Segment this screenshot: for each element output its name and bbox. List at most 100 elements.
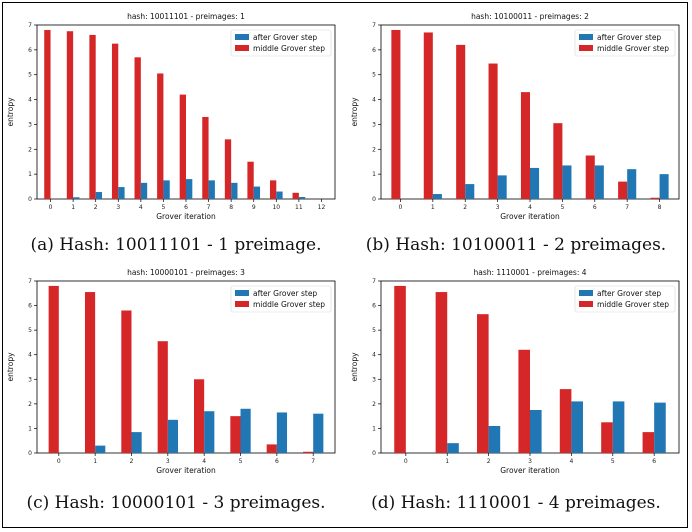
bar-after-step bbox=[497, 175, 507, 199]
bar-after-step bbox=[140, 182, 148, 199]
x-axis-label: Grover iteration bbox=[500, 466, 560, 475]
bar-middle-step bbox=[89, 34, 96, 199]
bar-after-step bbox=[530, 410, 542, 453]
y-tick-label: 0 bbox=[372, 196, 376, 203]
y-tick-label: 4 bbox=[372, 352, 376, 359]
x-tick-label: 8 bbox=[229, 204, 233, 211]
y-tick-label: 5 bbox=[372, 72, 376, 79]
x-tick-label: 0 bbox=[404, 458, 408, 465]
x-tick-label: 5 bbox=[560, 204, 564, 211]
bar-middle-step bbox=[224, 139, 232, 199]
x-tick-label: 11 bbox=[295, 204, 303, 211]
legend-swatch-middle bbox=[579, 301, 593, 307]
bar-middle-step bbox=[193, 379, 205, 453]
plot-area bbox=[36, 280, 336, 454]
x-tick-label: 0 bbox=[49, 204, 53, 211]
chart-title: hash: 10100011 - preimages: 2 bbox=[471, 12, 589, 21]
chart-title: hash: 10000101 - preimages: 3 bbox=[127, 268, 245, 277]
bar-middle-step bbox=[559, 389, 572, 453]
bar-middle-step bbox=[435, 292, 448, 453]
y-tick-label: 0 bbox=[372, 450, 376, 457]
y-tick-label: 7 bbox=[28, 278, 32, 285]
caption-a: (a) Hash: 10011101 - 1 preimage. bbox=[30, 235, 322, 255]
bar-after-step bbox=[612, 401, 625, 453]
bar-middle-step bbox=[179, 94, 186, 199]
y-tick-label: 6 bbox=[28, 47, 32, 54]
y-tick-label: 6 bbox=[372, 303, 376, 310]
bar-middle-step bbox=[520, 92, 530, 199]
legend-swatch-middle bbox=[579, 45, 593, 51]
y-tick-label: 7 bbox=[28, 22, 32, 29]
y-tick-label: 6 bbox=[372, 47, 376, 54]
x-tick-label: 1 bbox=[431, 204, 435, 211]
x-tick-label: 3 bbox=[528, 458, 532, 465]
x-axis-label: Grover iteration bbox=[156, 212, 216, 221]
bar-after-step bbox=[73, 197, 80, 199]
legend-box bbox=[574, 29, 676, 57]
bar-middle-step bbox=[230, 416, 241, 453]
y-tick-label: 3 bbox=[28, 376, 32, 383]
bar-middle-step bbox=[553, 123, 563, 199]
bar-after-step bbox=[204, 411, 215, 453]
legend-swatch-middle bbox=[235, 45, 249, 51]
legend-box bbox=[574, 285, 676, 313]
x-tick-label: 5 bbox=[239, 458, 243, 465]
legend-swatch-after bbox=[579, 290, 593, 296]
chart-c: hash: 10000101 - preimages: 3 0 1 2 3 4 5 6 7 ent… bbox=[6, 268, 336, 475]
bar-middle-step bbox=[456, 44, 466, 200]
bar-middle-step bbox=[394, 285, 406, 453]
x-tick-label: 3 bbox=[166, 458, 170, 465]
y-tick-label: 3 bbox=[372, 121, 376, 128]
x-tick-label: 1 bbox=[93, 458, 97, 465]
y-tick-label: 2 bbox=[372, 146, 376, 153]
legend-label-after: after Grover step bbox=[253, 33, 317, 42]
legend-swatch-after bbox=[235, 290, 249, 296]
y-tick-label: 3 bbox=[28, 121, 32, 128]
chart-b: hash: 10100011 - preimages: 2 0 1 2 3 4 5 6 7 ent… bbox=[350, 12, 680, 221]
bar-middle-step bbox=[585, 155, 595, 199]
bar-after-step bbox=[186, 179, 193, 199]
y-tick-label: 2 bbox=[372, 401, 376, 408]
x-tick-label: 6 bbox=[275, 458, 279, 465]
bar-middle-step bbox=[84, 292, 96, 453]
legend-box bbox=[230, 29, 332, 57]
bar-middle-step bbox=[518, 349, 530, 453]
bar-middle-step bbox=[44, 29, 51, 199]
x-tick-label: 9 bbox=[252, 204, 256, 211]
y-tick-label: 4 bbox=[28, 97, 32, 104]
y-tick-label: 1 bbox=[28, 171, 32, 178]
caption-c: (c) Hash: 10000101 - 3 preimages. bbox=[26, 493, 326, 513]
bar-after-step bbox=[488, 425, 501, 453]
x-tick-label: 10 bbox=[272, 204, 280, 211]
y-axis-label: entropy bbox=[6, 97, 15, 127]
x-tick-label: 6 bbox=[593, 204, 597, 211]
bar-middle-step bbox=[488, 63, 498, 200]
legend-swatch-after bbox=[579, 34, 593, 40]
y-tick-label: 6 bbox=[28, 303, 32, 310]
bar-middle-step bbox=[650, 197, 660, 199]
bar-middle-step bbox=[266, 444, 277, 453]
bar-middle-step bbox=[202, 116, 209, 199]
bar-middle-step bbox=[269, 180, 277, 199]
bar-after-step bbox=[447, 443, 459, 453]
bar-middle-step bbox=[157, 341, 168, 453]
legend-box bbox=[230, 285, 332, 313]
bar-after-step bbox=[530, 167, 540, 199]
bar-after-step bbox=[594, 165, 604, 199]
x-tick-label: 4 bbox=[139, 204, 143, 211]
y-tick-label: 0 bbox=[28, 196, 32, 203]
legend-label-after: after Grover step bbox=[597, 289, 661, 298]
legend-label-middle: middle Grover step bbox=[253, 300, 325, 309]
bar-middle-step bbox=[423, 32, 433, 200]
bar-middle-step bbox=[391, 29, 401, 199]
y-tick-label: 7 bbox=[372, 22, 376, 29]
y-tick-label: 5 bbox=[28, 72, 32, 79]
x-tick-label: 7 bbox=[207, 204, 211, 211]
x-tick-label: 8 bbox=[658, 204, 662, 211]
bar-after-step bbox=[163, 180, 170, 199]
bar-middle-step bbox=[157, 73, 164, 199]
x-tick-label: 3 bbox=[116, 204, 120, 211]
bar-after-step bbox=[298, 197, 306, 199]
legend-label-middle: middle Grover step bbox=[597, 300, 669, 309]
x-tick-label: 5 bbox=[162, 204, 166, 211]
